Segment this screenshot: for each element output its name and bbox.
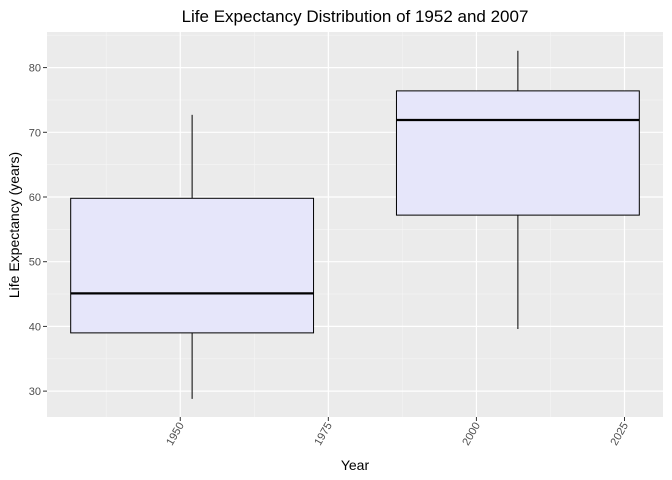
y-tick-label: 40 (29, 321, 41, 333)
y-tick-label: 70 (29, 127, 41, 139)
y-tick-label: 30 (29, 386, 41, 398)
x-tick-label: 2000 (460, 421, 483, 448)
box-iqr (395, 90, 640, 216)
box-series (70, 50, 640, 399)
x-tick-label: 2025 (608, 421, 631, 448)
x-tick-label: 1950 (164, 421, 187, 448)
y-axis: 30 40 50 60 70 80 (29, 63, 47, 398)
x-axis-title: Year (341, 457, 370, 473)
x-tick-label: 1975 (312, 421, 335, 448)
box-1952 (70, 114, 315, 399)
y-tick-label: 60 (29, 192, 41, 204)
y-axis-title: Life Expectancy (years) (6, 152, 22, 298)
box-iqr (70, 197, 315, 334)
chart-title: Life Expectancy Distribution of 1952 and… (182, 7, 529, 26)
x-axis: 1950 1975 2000 2025 (164, 417, 631, 448)
box-2007 (395, 50, 640, 329)
y-tick-label: 80 (29, 63, 41, 75)
y-tick-label: 50 (29, 257, 41, 269)
